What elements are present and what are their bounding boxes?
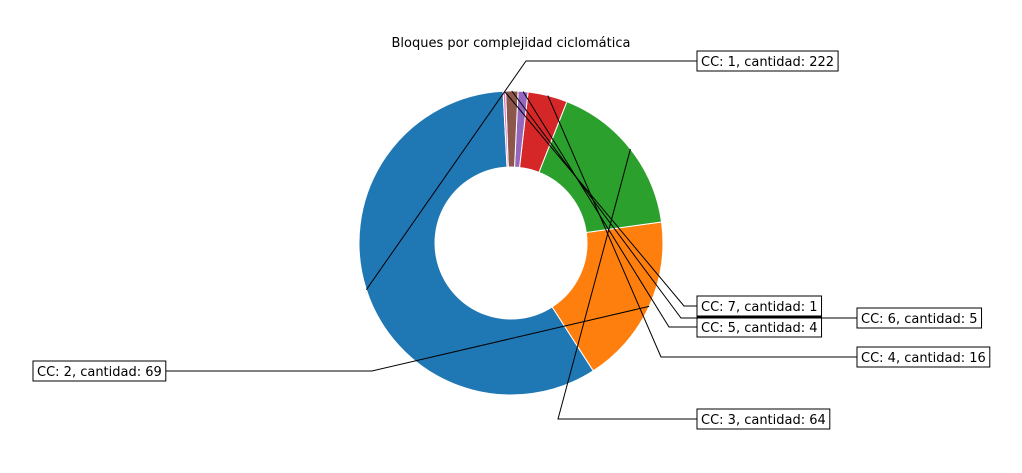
annotation-box-cc-2 bbox=[32, 360, 167, 382]
leader-line-cc-4 bbox=[547, 95, 857, 358]
annotation-label-cc-7: CC: 7, cantidad: 1 bbox=[701, 300, 818, 315]
annotation-label-cc-3: CC: 3, cantidad: 64 bbox=[701, 413, 826, 428]
leader-line-cc-2 bbox=[165, 305, 650, 372]
slices-group bbox=[358, 90, 664, 396]
annotation-box-cc-6 bbox=[856, 307, 983, 329]
leader-line-cc-6 bbox=[511, 90, 857, 319]
annotation-box-cc-5 bbox=[696, 316, 823, 338]
annotation-label-cc-5: CC: 5, cantidad: 4 bbox=[701, 321, 818, 336]
slice-cc-1 bbox=[358, 90, 594, 396]
annotation-label-cc-6: CC: 6, cantidad: 5 bbox=[861, 312, 978, 327]
annotation-label-cc-2: CC: 2, cantidad: 69 bbox=[37, 365, 162, 380]
annotation-box-cc-3 bbox=[696, 408, 831, 430]
annotation-box-cc-7 bbox=[696, 295, 823, 317]
annotation-label-cc-1: CC: 1, cantidad: 222 bbox=[701, 55, 834, 70]
leader-line-cc-7 bbox=[503, 90, 697, 307]
leader-line-cc-3 bbox=[557, 148, 697, 420]
annotation-label-cc-4: CC: 4, cantidad: 16 bbox=[861, 351, 986, 366]
chart-title: Bloques por complejidad ciclomática bbox=[392, 36, 631, 51]
slice-cc-2 bbox=[551, 221, 664, 372]
annotation-box-cc-1 bbox=[696, 50, 839, 72]
leader-line-cc-1 bbox=[365, 60, 697, 290]
leader-line-cc-5 bbox=[522, 91, 697, 328]
annotations-group: CC: 1, cantidad: 222 CC: 2, cantidad: 69 C… bbox=[32, 50, 991, 430]
annotation-box-cc-4 bbox=[856, 346, 991, 368]
